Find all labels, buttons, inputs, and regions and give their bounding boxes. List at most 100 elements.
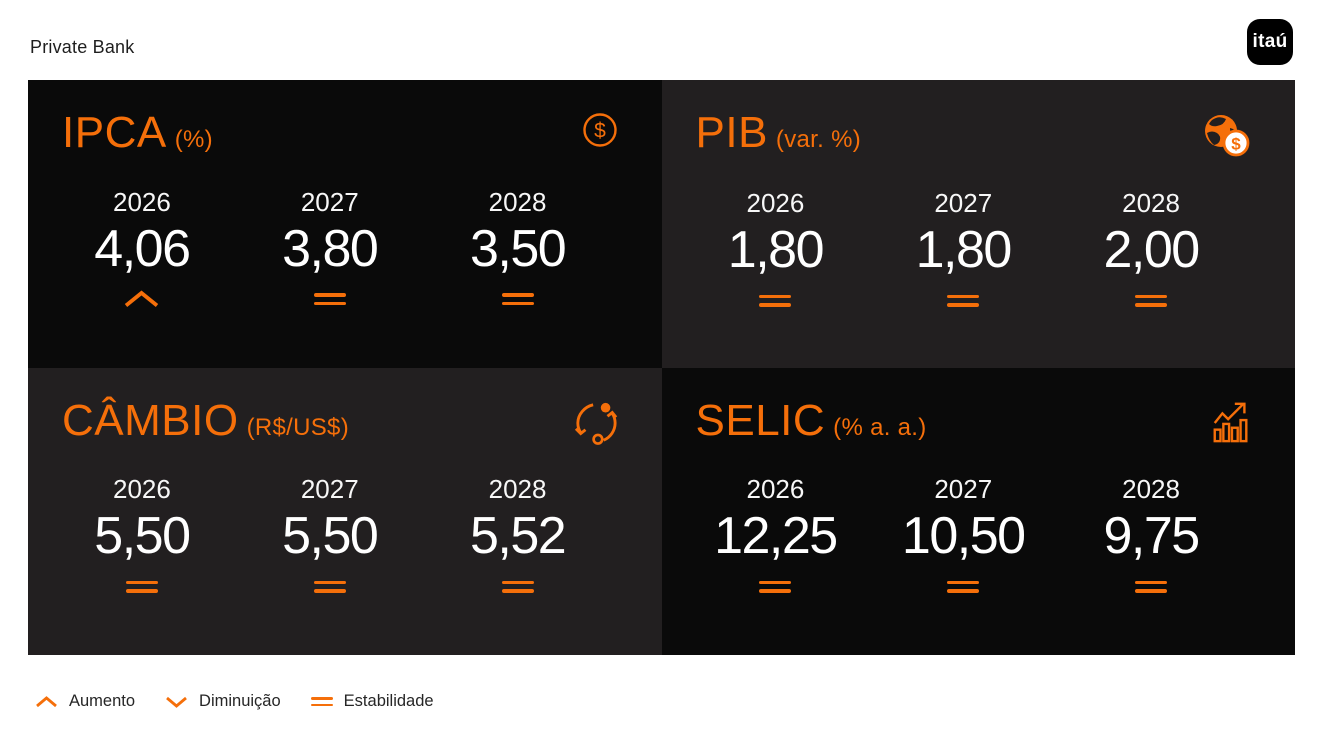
legend-item-estabilidade: Estabilidade [310,692,434,711]
year-label: 2026 [112,186,171,217]
card-selic-title: SELIC (% a. a.) [696,396,927,447]
trend-indicator [869,290,1057,312]
legend-item-aumento: Aumento [35,692,135,711]
card-selic-header: SELIC (% a. a.) [662,368,1296,447]
card-cambio-title: CÂMBIO (R$/US$) [62,396,349,447]
year-label: 2028 [1122,188,1180,218]
svg-text:$: $ [594,120,606,143]
projection-column: 2026 1,80 [682,188,870,312]
equals-icon [947,294,980,307]
year-label: 2026 [746,188,805,218]
trend-indicator [236,576,424,598]
equals-icon [501,293,534,306]
trend-indicator [424,288,612,310]
trend-legend: Aumento Diminuição Estabilidade [35,692,434,711]
card-ipca: IPCA (%) $ 2026 4,06 2027 3 [28,80,662,368]
trend-indicator [682,290,870,312]
trend-indicator [1057,576,1245,598]
card-ipca-header: IPCA (%) $ [28,80,662,159]
projection-column: 2028 3,50 [424,187,612,311]
projection-column: 2026 5,50 [48,474,236,598]
indicator-unit: (%) [174,126,213,153]
indicator-name: PIB [695,108,768,157]
card-selic: SELIC (% a. a.) 2026 12,25 [661,367,1296,655]
year-label: 2028 [488,474,547,505]
legend-label: Diminuição [199,692,281,710]
chevron-up-icon [36,695,57,707]
projection-column: 2027 5,50 [236,474,424,598]
projection-value: 1,80 [727,221,825,279]
card-selic-values: 2026 12,25 2027 10,50 2028 9,7 [662,474,1296,598]
projection-column: 2027 3,80 [236,187,424,311]
trend-indicator [48,288,236,310]
indicator-name: SELIC [695,395,826,445]
trend-indicator [869,576,1057,598]
equals-icon [501,580,534,593]
card-pib: PIB (var. %) $ 2026 1,80 [661,80,1296,368]
equals-icon [313,293,346,306]
projection-value: 10,50 [901,507,1026,566]
projection-column: 2028 5,52 [424,474,612,598]
trend-indicator [236,288,424,310]
indicator-unit: (var. %) [775,126,861,153]
year-label: 2027 [934,474,993,505]
card-pib-values: 2026 1,80 2027 1,80 2028 2,00 [662,188,1296,312]
svg-text:$: $ [1231,135,1241,154]
card-pib-title: PIB (var. %) [696,108,862,159]
projection-value: 3,80 [282,219,379,278]
card-cambio: CÂMBIO (R$/US$) 2026 5,50 [28,367,662,655]
dollar-circle-icon: $ [582,112,618,148]
year-label: 2028 [1122,474,1180,505]
indicator-unit: (R$/US$) [246,413,349,441]
projection-column: 2026 4,06 [48,187,236,311]
card-ipca-title: IPCA (%) [62,108,213,159]
itau-logo: itaú [1247,19,1293,65]
indicator-unit: (% a. a.) [833,413,927,441]
equals-icon [310,696,333,707]
indicator-name: CÂMBIO [62,395,239,445]
projection-value: 5,50 [282,507,379,566]
globe-dollar-icon: $ [1201,112,1251,160]
projection-column: 2027 1,80 [869,188,1057,312]
card-cambio-header: CÂMBIO (R$/US$) [28,368,662,447]
projection-column: 2026 12,25 [682,474,870,598]
equals-icon [125,580,158,593]
card-ipca-values: 2026 4,06 2027 3,80 2028 3,50 [28,187,662,311]
projection-value: 3,50 [469,219,567,278]
chevron-up-icon [125,290,159,308]
trend-indicator [682,576,870,598]
legend-item-diminuicao: Diminuição [165,692,281,711]
projection-column: 2028 9,75 [1057,474,1245,598]
itau-logo-text: itaú [1252,31,1288,52]
card-cambio-values: 2026 5,50 2027 5,50 2028 5,52 [28,474,662,598]
projection-value: 4,06 [94,219,191,278]
equals-icon [947,580,980,593]
equals-icon [1135,580,1168,593]
legend-label: Estabilidade [343,692,434,710]
trend-indicator [48,576,236,598]
equals-icon [759,580,792,593]
projection-value: 5,52 [469,507,567,566]
projection-value: 1,80 [915,221,1013,279]
projection-value: 9,75 [1103,507,1200,566]
year-label: 2027 [934,188,993,218]
indicators-grid: IPCA (%) $ 2026 4,06 2027 3 [28,80,1295,655]
card-pib-header: PIB (var. %) $ [662,80,1296,160]
projection-value: 5,50 [94,507,191,566]
trend-indicator [1057,290,1245,312]
indicator-name: IPCA [62,108,167,157]
equals-icon [759,294,792,307]
page-title: Private Bank [30,37,135,57]
projection-value: 12,25 [714,507,838,566]
legend-label: Aumento [69,692,136,710]
year-label: 2028 [488,186,547,217]
projection-column: 2028 2,00 [1057,188,1245,312]
trend-indicator [424,576,612,598]
projection-column: 2027 10,50 [869,474,1057,598]
currency-exchange-icon [574,400,618,446]
bar-chart-up-icon [1211,400,1251,444]
projection-value: 2,00 [1103,221,1200,279]
year-label: 2026 [746,474,805,505]
equals-icon [313,580,346,593]
equals-icon [1135,294,1168,307]
